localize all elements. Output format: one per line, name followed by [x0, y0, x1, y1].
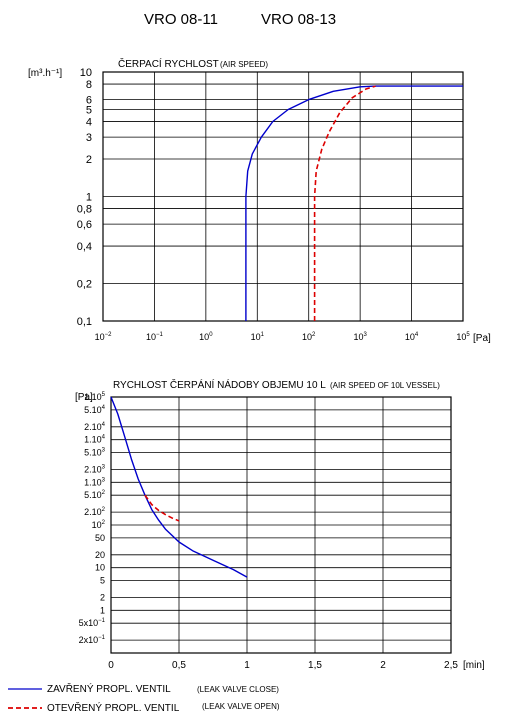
chart2-y-tick: 20 [95, 550, 105, 560]
legend-closed-note: (LEAK VALVE CLOSE) [197, 685, 279, 694]
chart1-x-tick: 10−2 [95, 332, 113, 342]
chart1-open-valve-line [313, 85, 376, 321]
chart2-y-tick: 2.102 [84, 507, 106, 517]
legend-open-label: OTEVŘENÝ PROPL. VENTIL [47, 701, 180, 714]
chart2-open-valve-line [144, 494, 180, 522]
chart1-title: ČERPACÍ RYCHLOST [118, 57, 219, 70]
chart1-y-tick: 0,4 [77, 241, 92, 253]
chart2-y-tick: 50 [95, 533, 105, 543]
chart2-x-tick: 1,5 [308, 660, 322, 671]
chart2-y-tick: 5.103 [84, 448, 106, 458]
title-left: VRO 08-11 [144, 11, 218, 28]
chart2-y-tick: 10 [95, 563, 105, 573]
chart2-xlabel: [min] [463, 660, 485, 671]
chart2-y-tick: 102 [92, 520, 106, 530]
chart1-y-tick: 1 [86, 192, 92, 204]
chart2-subtitle: (AIR SPEED OF 10L VESSEL) [330, 381, 440, 390]
chart2-y-tick: 1.105 [84, 392, 106, 402]
legend-open-note: (LEAK VALVE OPEN) [202, 702, 280, 711]
chart2-y-tick: 5 [100, 576, 105, 586]
chart1-y-tick: 4 [86, 117, 92, 129]
chart2-y-tick: 2.104 [84, 422, 106, 432]
chart2-y-tick: 1.103 [84, 477, 106, 487]
chart1-y-tick: 0,8 [77, 204, 92, 216]
chart1-closed-valve-line [245, 85, 463, 321]
chart2-closed-valve-line [110, 396, 248, 578]
chart1-x-tick: 103 [353, 332, 367, 342]
chart1-y-tick: 6 [86, 95, 92, 107]
chart1-y-tick: 10 [80, 67, 92, 79]
legend: ZAVŘENÝ PROPL. VENTIL (LEAK VALVE CLOSE)… [8, 682, 280, 714]
chart2-title: RYCHLOST ČERPÁNÍ NÁDOBY OBJEMU 10 L [113, 378, 326, 391]
chart1-x-tick: 10−1 [146, 332, 164, 342]
chart1-ylabel: [m³.h⁻¹] [28, 68, 62, 79]
chart1-x-tick: 101 [251, 332, 265, 342]
vessel-speed-chart: [Pa] RYCHLOST ČERPÁNÍ NÁDOBY OBJEMU 10 L… [75, 378, 485, 671]
title-right: VRO 08-13 [261, 11, 336, 28]
chart2-y-tick: 2 [100, 592, 105, 602]
chart1-x-tick: 105 [456, 332, 470, 342]
chart2-x-tick: 0 [108, 660, 114, 671]
chart2-y-tick: 2x10−1 [79, 635, 106, 645]
chart2-y-tick: 5x10−1 [79, 618, 106, 628]
chart2-x-tick: 2,5 [444, 660, 458, 671]
chart1-y-tick: 5 [86, 104, 92, 116]
chart1-subtitle: (AIR SPEED) [220, 60, 268, 69]
chart1-y-tick: 3 [86, 132, 92, 144]
chart1-x-tick: 104 [405, 332, 419, 342]
chart2-ylabel: [Pa] [75, 392, 93, 403]
chart2-y-tick: 5.102 [84, 490, 106, 500]
chart1-y-tick: 8 [86, 79, 92, 91]
chart1-y-tick: 0,1 [77, 316, 92, 328]
chart1-x-tick: 102 [302, 332, 316, 342]
chart1-y-tick: 0,2 [77, 279, 92, 291]
chart2-y-tick: 5.104 [84, 405, 106, 415]
chart1-y-tick: 0,6 [77, 219, 92, 231]
chart2-x-tick: 0,5 [172, 660, 186, 671]
air-speed-chart: [m³.h⁻¹] ČERPACÍ RYCHLOST (AIR SPEED) [P… [28, 57, 491, 344]
chart2-y-tick: 2.103 [84, 464, 106, 474]
chart1-xlabel: [Pa] [473, 333, 491, 344]
chart2-y-tick: 1 [100, 605, 105, 615]
legend-closed-label: ZAVŘENÝ PROPL. VENTIL [47, 682, 171, 695]
chart2-x-tick: 2 [380, 660, 386, 671]
chart2-x-tick: 1 [244, 660, 250, 671]
chart1-y-tick: 2 [86, 154, 92, 166]
chart2-y-tick: 1.104 [84, 435, 106, 445]
chart1-x-tick: 100 [199, 332, 213, 342]
